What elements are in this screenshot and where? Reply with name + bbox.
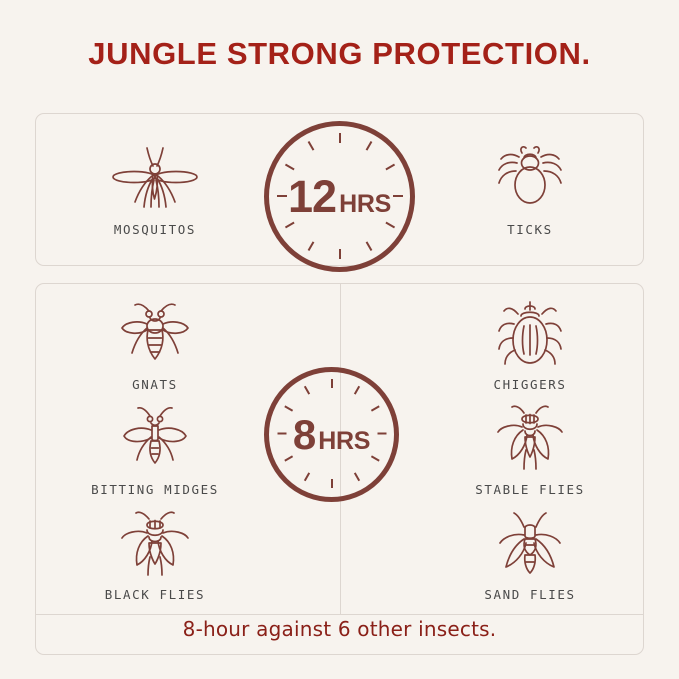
clock-tick-ring — [269, 126, 410, 267]
insect-label: TICKS — [507, 222, 553, 237]
duration-unit: HRS — [339, 190, 391, 218]
duration-number: 8 — [292, 410, 316, 458]
insect-cell-ticks: TICKS — [455, 140, 605, 237]
duration-unit: HRS — [318, 426, 371, 455]
insect-label: CHIGGERS — [493, 377, 567, 392]
insect-cell-bitting-midges: BITTING MIDGES — [80, 400, 230, 497]
insect-cell-sand-flies: SAND FLIES — [455, 505, 605, 602]
panel-horizontal-divider — [36, 614, 643, 615]
duration-label: 8 HRS — [292, 410, 371, 458]
stable-fly-icon — [455, 400, 605, 478]
duration-label: 12 HRS — [288, 174, 391, 219]
insect-label: SAND FLIES — [484, 587, 576, 602]
insect-label: STABLE FLIES — [475, 482, 585, 497]
insect-cell-black-flies: BLACK FLIES — [80, 505, 230, 602]
insect-label: MOSQUITOS — [113, 222, 197, 237]
page-title: JUNGLE STRONG PROTECTION. — [88, 36, 591, 71]
insect-cell-mosquitos: MOSQUITOS — [80, 140, 230, 237]
insect-label: GNATS — [132, 377, 178, 392]
duration-clock-12hr: 12 HRS — [264, 121, 415, 272]
insect-cell-chiggers: CHIGGERS — [455, 295, 605, 392]
insect-cell-gnats: GNATS — [80, 295, 230, 392]
midge-icon — [80, 400, 230, 478]
chigger-icon — [455, 295, 605, 373]
insect-cell-stable-flies: STABLE FLIES — [455, 400, 605, 497]
duration-number: 12 — [288, 171, 337, 222]
gnat-icon — [80, 295, 230, 373]
sand-fly-icon — [455, 505, 605, 583]
tick-icon — [455, 140, 605, 218]
insect-label: BLACK FLIES — [104, 587, 206, 602]
clock-tick-ring — [269, 372, 394, 497]
black-fly-icon — [80, 505, 230, 583]
insect-label: BITTING MIDGES — [91, 482, 219, 497]
footer-caption: 8-hour against 6 other insects. — [182, 617, 497, 641]
duration-clock-8hr: 8 HRS — [264, 367, 399, 502]
mosquito-icon — [80, 140, 230, 218]
